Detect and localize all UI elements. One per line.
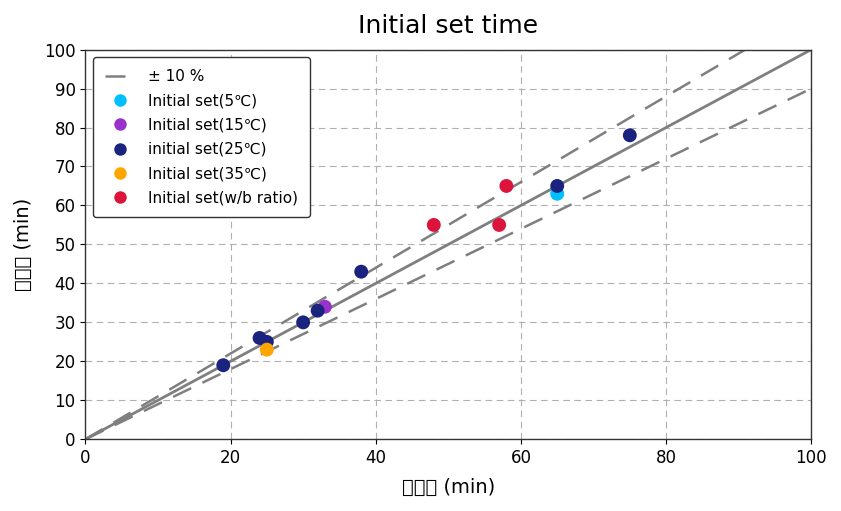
- Point: [296, 318, 309, 327]
- X-axis label: 실험값 (min): 실험값 (min): [402, 478, 495, 497]
- Point: [260, 338, 273, 346]
- Title: Initial set time: Initial set time: [358, 14, 538, 38]
- Point: [311, 307, 325, 315]
- Point: [500, 182, 513, 190]
- Legend: ± 10 %, Initial set(5℃), Initial set(15℃), initial set(25℃), Initial set(35℃), I: ± 10 %, Initial set(5℃), Initial set(15℃…: [93, 57, 310, 218]
- Point: [318, 303, 331, 311]
- Point: [427, 221, 441, 229]
- Point: [551, 190, 564, 198]
- Point: [216, 361, 230, 369]
- Point: [354, 268, 368, 276]
- Point: [551, 182, 564, 190]
- Point: [623, 131, 637, 140]
- Point: [253, 334, 267, 342]
- Point: [260, 345, 273, 354]
- Point: [493, 221, 506, 229]
- Y-axis label: 예측값 (min): 예측값 (min): [14, 198, 33, 291]
